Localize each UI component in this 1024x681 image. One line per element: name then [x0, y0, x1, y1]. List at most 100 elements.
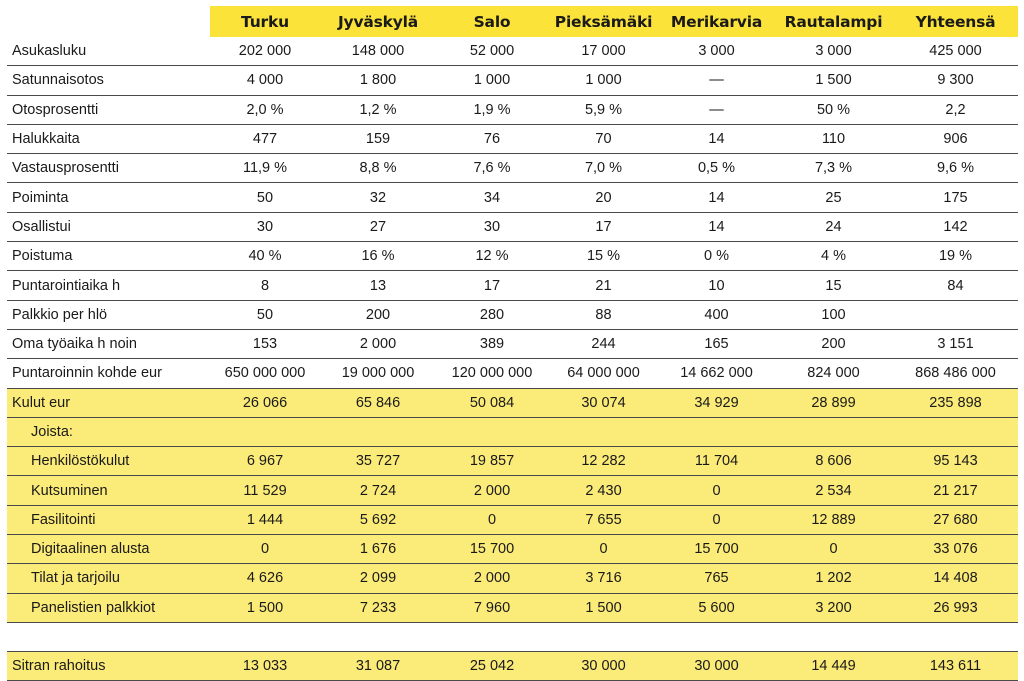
- table-cell: 14 662 000: [659, 358, 774, 389]
- table-cell: 0,5 %: [659, 153, 774, 184]
- table-cell: 27 680: [893, 505, 1018, 536]
- table-cell: 50: [210, 182, 320, 213]
- table-cell: 26 066: [210, 388, 320, 418]
- table-row: Puntaroinnin kohde eur 650 000 000 19 000 …: [7, 358, 1018, 389]
- table-cell: 8 606: [774, 446, 893, 477]
- table-cell: 200: [774, 329, 893, 360]
- table-cell: 31 087: [320, 651, 436, 681]
- header-cell-salo: Salo: [436, 6, 548, 37]
- header-cell-pieksamaki: Pieksämäki: [548, 6, 659, 37]
- table-cell: 1 676: [320, 534, 436, 565]
- table-cell: 7,6 %: [436, 153, 548, 184]
- table-cell: 32: [320, 182, 436, 213]
- table-cell: 175: [893, 182, 1018, 213]
- table-cell: 30: [436, 212, 548, 243]
- table-cell: 84: [893, 270, 1018, 301]
- row-label: Otosprosentti: [7, 95, 210, 125]
- table-body: Asukasluku 202 000 148 000 52 000 17 000 3 00…: [7, 37, 1018, 681]
- table-cell: —: [659, 65, 774, 96]
- row-label: Kulut eur: [7, 388, 210, 418]
- table-cell: 389: [436, 329, 548, 360]
- table-cell: 21 217: [893, 475, 1018, 506]
- table-cell: 9,6 %: [893, 153, 1018, 184]
- table-cell: 2 000: [320, 329, 436, 360]
- table-cell: 28 899: [774, 388, 893, 418]
- table-cell: 26 993: [893, 593, 1018, 623]
- table-cell: 20: [548, 182, 659, 213]
- table-cell: 12 889: [774, 505, 893, 536]
- table-cell: 50 %: [774, 95, 893, 125]
- table-cell: 76: [436, 124, 548, 155]
- table-cell: 14: [659, 182, 774, 213]
- table-cell: 148 000: [320, 37, 436, 67]
- table-cell: 280: [436, 300, 548, 330]
- table-cell: 110: [774, 124, 893, 155]
- table-cell: 159: [320, 124, 436, 155]
- table-cell: 2 534: [774, 475, 893, 506]
- table-cell-empty: [320, 417, 436, 448]
- table-cell: 0: [548, 534, 659, 565]
- table-cell: 1 000: [436, 65, 548, 96]
- table-cell: 824 000: [774, 358, 893, 389]
- row-label: Fasilitointi: [7, 505, 210, 536]
- costs-total-row: Kulut eur 26 066 65 846 50 084 30 074 34 929 2…: [7, 388, 1018, 418]
- cost-item-row: Tilat ja tarjoilu 4 626 2 099 2 000 3 716 765…: [7, 563, 1018, 594]
- table-cell: 3 000: [659, 37, 774, 67]
- table-cell: 30 074: [548, 388, 659, 418]
- table-cell: 100: [774, 300, 893, 330]
- row-label: Puntaroinnin kohde eur: [7, 358, 210, 389]
- table-cell: 24: [774, 212, 893, 243]
- table-cell: 3 200: [774, 593, 893, 623]
- cost-item-row: Henkilöstökulut 6 967 35 727 19 857 12 282 11…: [7, 446, 1018, 477]
- table-cell-empty: [893, 417, 1018, 448]
- table-cell: 19 000 000: [320, 358, 436, 389]
- table-cell: 2 099: [320, 563, 436, 594]
- header-cell-merikarvia: Merikarvia: [659, 6, 774, 37]
- table-cell: 650 000 000: [210, 358, 320, 389]
- table-cell: 4 000: [210, 65, 320, 96]
- table-cell: 27: [320, 212, 436, 243]
- table-cell: 12 %: [436, 241, 548, 272]
- table-cell: [893, 300, 1018, 330]
- table-cell: 10: [659, 270, 774, 301]
- table-cell: 3 000: [774, 37, 893, 67]
- cost-item-row: Panelistien palkkiot 1 500 7 233 7 960 1 500…: [7, 593, 1018, 623]
- table-row: Poistuma 40 % 16 % 12 % 15 % 0 % 4 % 19 %: [7, 241, 1018, 272]
- table-cell-empty: [436, 417, 548, 448]
- table-cell: 2 000: [436, 563, 548, 594]
- table-cell: 7,3 %: [774, 153, 893, 184]
- table-header: Turku Jyväskylä Salo Pieksämäki Merikarv…: [7, 6, 1018, 37]
- header-row: Turku Jyväskylä Salo Pieksämäki Merikarv…: [7, 6, 1018, 37]
- table-cell: 1 500: [774, 65, 893, 96]
- table-cell: 34 929: [659, 388, 774, 418]
- table-row: Otosprosentti 2,0 % 1,2 % 1,9 % 5,9 % —50 % 2,…: [7, 95, 1018, 125]
- table-cell: 70: [548, 124, 659, 155]
- table-cell: 14 449: [774, 651, 893, 681]
- table-cell: 15 700: [659, 534, 774, 565]
- table-cell: 21: [548, 270, 659, 301]
- table-row: Halukkaita 477 159 76 70 14 110 906: [7, 124, 1018, 155]
- table-cell: 5 692: [320, 505, 436, 536]
- row-label: Satunnaisotos: [7, 65, 210, 96]
- table-cell: 425 000: [893, 37, 1018, 67]
- table-cell: 153: [210, 329, 320, 360]
- table-cell-empty: [436, 622, 548, 652]
- table-row: Palkkio per hlö 50 200 280 88 400 100: [7, 300, 1018, 330]
- table-cell: 1 500: [210, 593, 320, 623]
- table-cell: 7 233: [320, 593, 436, 623]
- table-cell: 1 500: [548, 593, 659, 623]
- table-cell: 477: [210, 124, 320, 155]
- table-cell: 1 000: [548, 65, 659, 96]
- table-row: Vastausprosentti 11,9 % 8,8 % 7,6 % 7,0 % 0,5…: [7, 153, 1018, 184]
- table-row: Oma työaika h noin 153 2 000 389 244 165 200 3 …: [7, 329, 1018, 360]
- table-cell-empty: [548, 622, 659, 652]
- row-label: Osallistui: [7, 212, 210, 243]
- table-cell: 0: [659, 475, 774, 506]
- table-cell: 0: [774, 534, 893, 565]
- table-cell: 906: [893, 124, 1018, 155]
- table-row: Poiminta 50 32 34 20 14 25 175: [7, 182, 1018, 213]
- table-cell: 868 486 000: [893, 358, 1018, 389]
- table-cell: 17: [548, 212, 659, 243]
- table-cell: 1 202: [774, 563, 893, 594]
